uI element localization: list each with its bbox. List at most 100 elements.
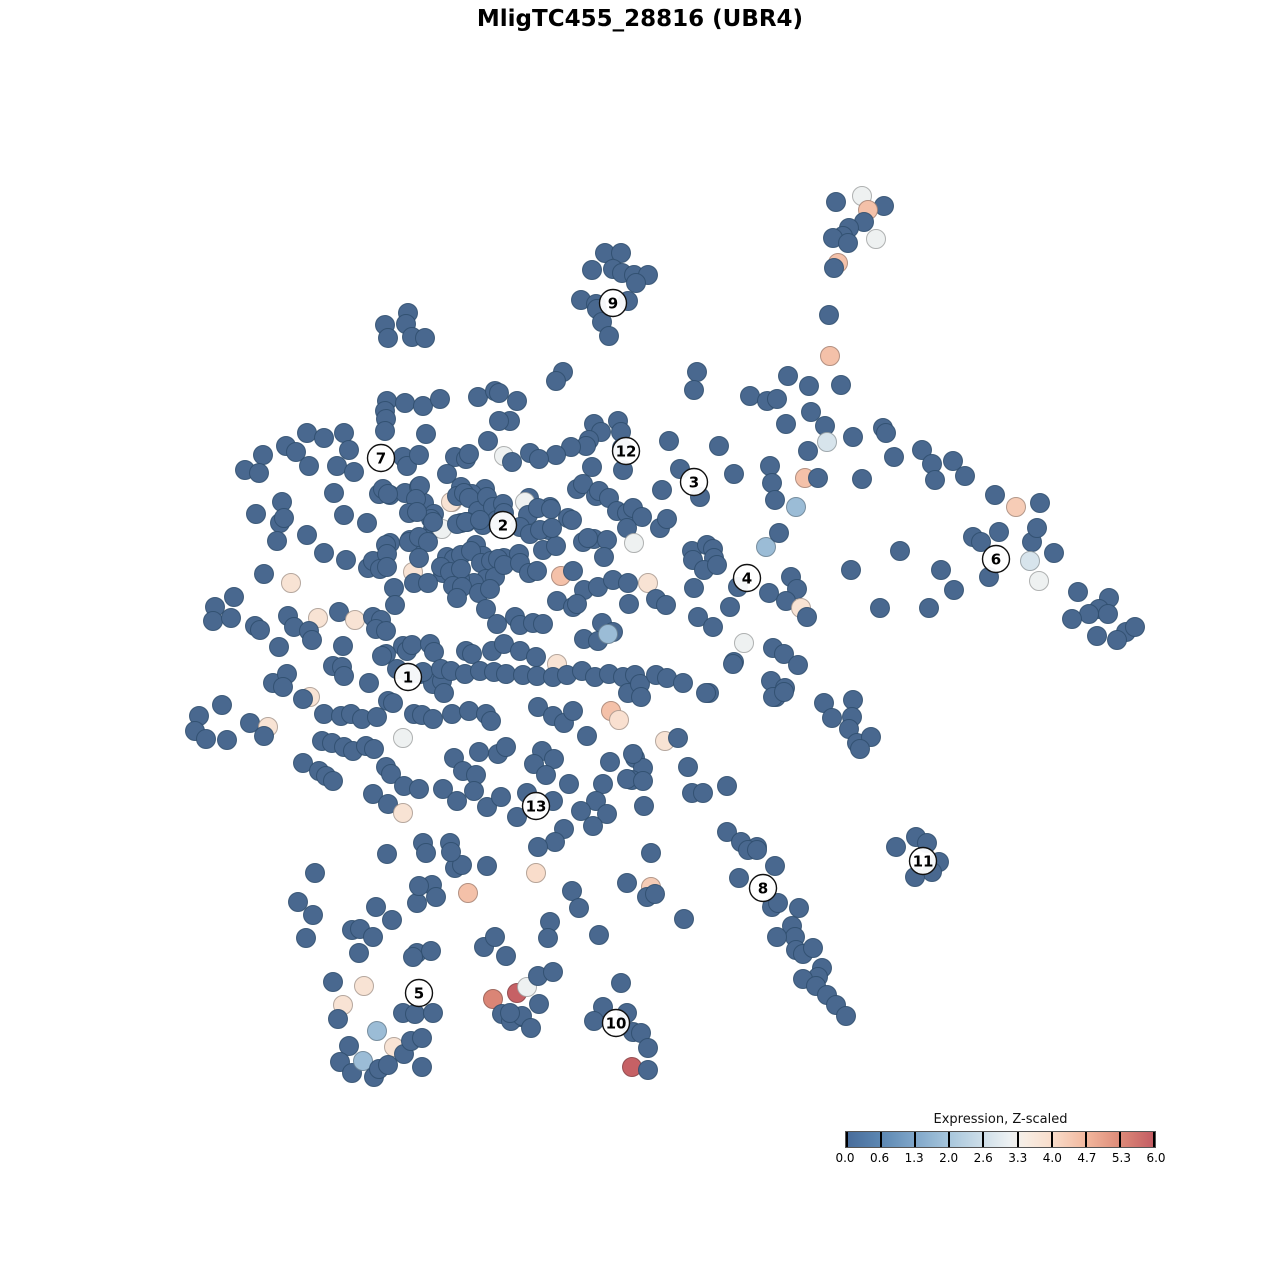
data-point xyxy=(521,1018,541,1038)
data-point xyxy=(769,523,789,543)
cluster-label-text: 1 xyxy=(403,669,413,687)
data-point xyxy=(476,599,496,619)
cluster-label-4: 4 xyxy=(732,563,762,593)
data-point xyxy=(767,389,787,409)
data-point xyxy=(600,752,620,772)
data-point xyxy=(611,243,631,263)
data-point xyxy=(943,451,963,471)
colorbar-tick-label: 0.6 xyxy=(870,1151,890,1165)
data-point xyxy=(631,687,651,707)
data-point xyxy=(729,868,749,888)
data-point xyxy=(619,594,639,614)
data-point xyxy=(344,462,364,482)
data-point xyxy=(1125,617,1145,637)
data-point xyxy=(393,803,413,823)
data-point xyxy=(533,614,553,634)
cluster-label-text: 12 xyxy=(616,443,637,461)
data-point xyxy=(831,375,851,395)
data-point xyxy=(212,695,232,715)
data-point xyxy=(545,832,565,852)
data-point xyxy=(382,910,402,930)
data-point xyxy=(668,728,688,748)
cluster-label-badge xyxy=(611,436,641,466)
data-point xyxy=(407,502,427,522)
data-point xyxy=(826,192,846,212)
data-point xyxy=(584,1011,604,1031)
data-point xyxy=(1062,609,1082,629)
data-point xyxy=(850,739,870,759)
data-point xyxy=(652,480,672,500)
data-point xyxy=(383,693,403,713)
data-point xyxy=(808,468,828,488)
cluster-label-text: 13 xyxy=(526,798,547,816)
data-point xyxy=(487,614,507,634)
data-point xyxy=(586,791,606,811)
data-point xyxy=(416,843,436,863)
colorbar-tick-label: 4.0 xyxy=(1042,1151,1062,1165)
data-point xyxy=(801,402,821,422)
data-point xyxy=(673,673,693,693)
data-point xyxy=(413,396,433,416)
data-point xyxy=(502,452,522,472)
data-point xyxy=(377,557,397,577)
data-point xyxy=(426,887,446,907)
data-point xyxy=(1027,518,1047,538)
data-point xyxy=(797,607,817,627)
data-point xyxy=(254,726,274,746)
data-point xyxy=(349,943,369,963)
colorbar-tick xyxy=(1050,1132,1053,1147)
data-point xyxy=(354,976,374,996)
data-point xyxy=(481,711,501,731)
cluster-label-text: 9 xyxy=(608,295,618,313)
data-point xyxy=(496,664,516,684)
colorbar-tick xyxy=(1084,1132,1087,1147)
cluster-label-text: 7 xyxy=(376,450,386,468)
data-point xyxy=(405,1004,425,1024)
cluster-label-text: 2 xyxy=(498,517,508,535)
colorbar-tick xyxy=(880,1132,883,1147)
data-point xyxy=(363,927,383,947)
data-point xyxy=(919,598,939,618)
data-point xyxy=(618,573,638,593)
data-point xyxy=(496,737,516,757)
data-point xyxy=(546,445,566,465)
data-point xyxy=(767,927,787,947)
data-point xyxy=(577,726,597,746)
data-point xyxy=(571,801,591,821)
data-point xyxy=(483,989,503,1009)
data-point xyxy=(657,509,677,529)
data-point xyxy=(876,423,896,443)
data-point xyxy=(599,326,619,346)
cluster-label-badge xyxy=(366,443,396,473)
data-point xyxy=(469,742,489,762)
data-point xyxy=(799,376,819,396)
cluster-label-3: 3 xyxy=(679,467,709,497)
colorbar-tick-label: 0.0 xyxy=(835,1151,855,1165)
data-point xyxy=(707,555,727,575)
data-point xyxy=(1098,604,1118,624)
data-point xyxy=(314,704,334,724)
data-point xyxy=(1020,551,1040,571)
cluster-label-badge xyxy=(679,467,709,497)
data-point xyxy=(305,863,325,883)
data-point xyxy=(1087,626,1107,646)
data-point xyxy=(820,346,840,366)
data-point xyxy=(250,620,270,640)
cluster-label-text: 11 xyxy=(913,853,934,871)
data-point xyxy=(297,525,317,545)
cluster-label-text: 6 xyxy=(991,551,1001,569)
data-point xyxy=(339,1036,359,1056)
data-point xyxy=(378,794,398,814)
data-point xyxy=(464,781,484,801)
data-point xyxy=(841,560,861,580)
data-point xyxy=(747,840,767,860)
data-point xyxy=(409,779,429,799)
data-point xyxy=(546,371,566,391)
data-point xyxy=(367,707,387,727)
data-point xyxy=(353,1051,373,1071)
data-point xyxy=(774,682,794,702)
data-point xyxy=(971,532,991,552)
data-point xyxy=(723,654,743,674)
colorbar-tick xyxy=(1016,1132,1019,1147)
